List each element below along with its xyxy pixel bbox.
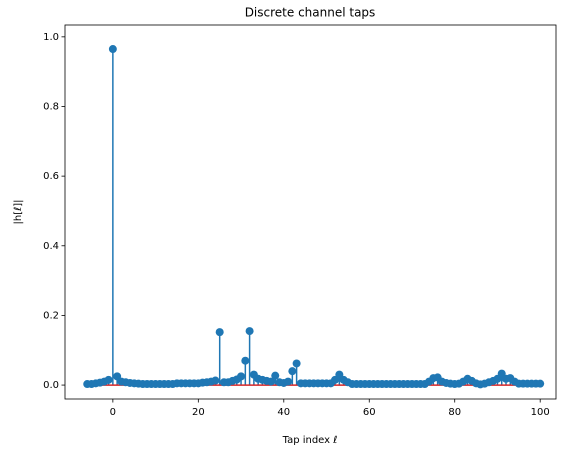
- marker: [237, 372, 246, 381]
- x-tick-label: 100: [531, 407, 550, 418]
- marker: [288, 367, 297, 376]
- y-tick-label: 0.4: [43, 241, 59, 252]
- y-tick-label: 0.0: [43, 380, 59, 391]
- marker: [104, 375, 113, 384]
- marker: [292, 359, 301, 368]
- axes-frame: [64, 24, 557, 400]
- chart-title: Discrete channel taps: [245, 6, 376, 20]
- marker: [108, 45, 117, 54]
- marker: [211, 376, 220, 385]
- x-tick-label: 20: [192, 407, 205, 418]
- marker: [536, 379, 545, 388]
- x-tick-label: 80: [448, 407, 461, 418]
- y-tick-label: 1.0: [43, 32, 59, 43]
- marker: [284, 377, 293, 386]
- y-tick-label: 0.8: [43, 101, 59, 112]
- x-tick-label: 0: [110, 407, 116, 418]
- x-tick-label: 40: [277, 407, 290, 418]
- marker: [266, 377, 275, 386]
- marker: [245, 327, 254, 336]
- y-tick-label: 0.6: [43, 171, 59, 182]
- marker: [271, 371, 280, 380]
- marker: [215, 328, 224, 337]
- y-axis-label: |h[ℓ]|: [13, 199, 24, 224]
- marker: [241, 356, 250, 365]
- x-tick-label: 60: [363, 407, 376, 418]
- x-axis-label: Tap index ℓ: [282, 435, 338, 446]
- y-tick-label: 0.2: [43, 310, 59, 321]
